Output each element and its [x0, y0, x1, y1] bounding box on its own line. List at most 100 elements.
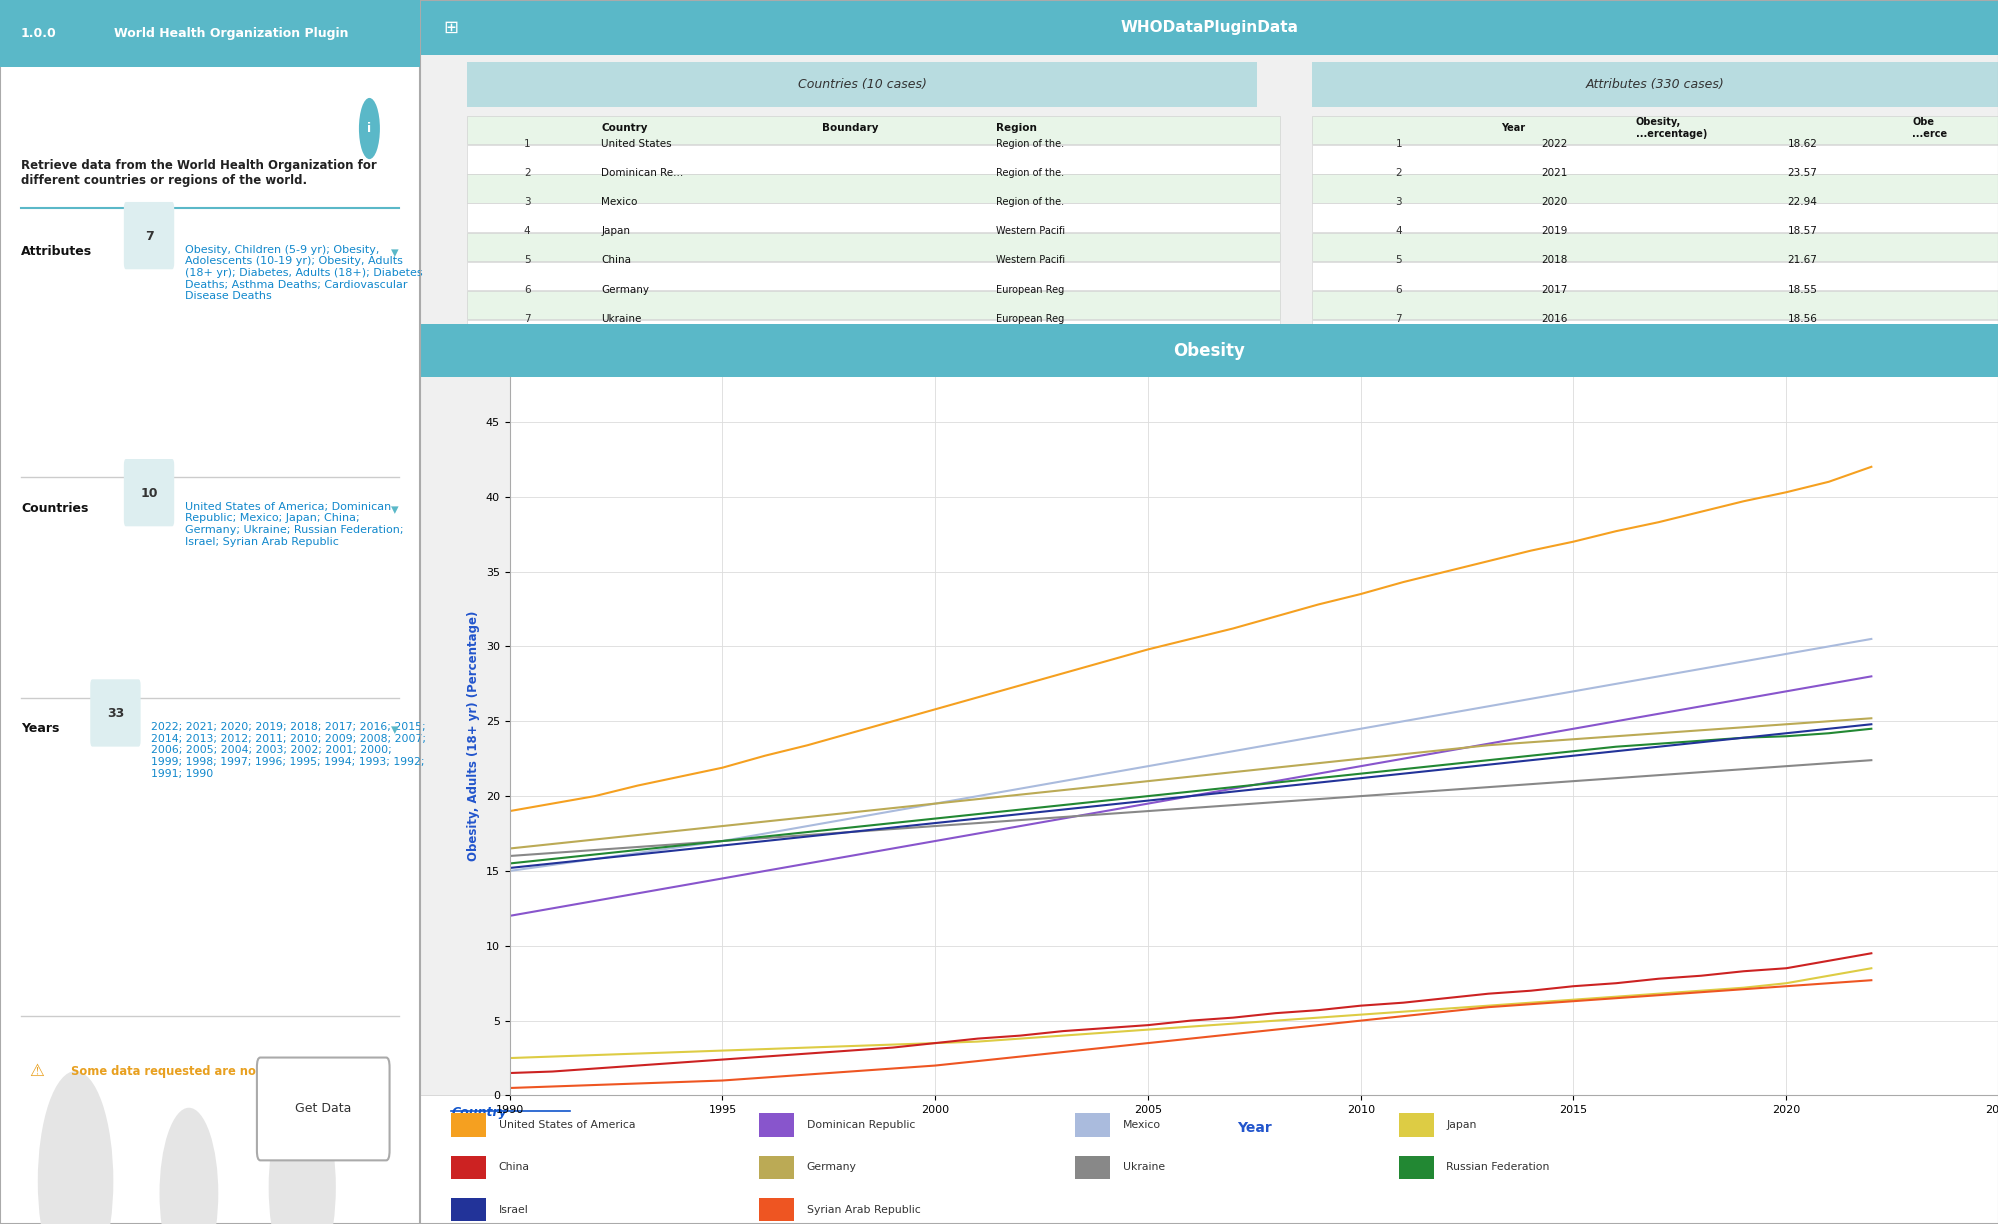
Text: 5: 5	[1395, 256, 1401, 266]
Text: European Reg: European Reg	[995, 313, 1063, 324]
Text: Boundary: Boundary	[821, 124, 879, 133]
Bar	[759, 1155, 793, 1179]
Text: World Health Organization Plugin: World Health Organization Plugin	[114, 27, 348, 40]
Text: 4: 4	[523, 226, 529, 236]
Text: 1.0.0: 1.0.0	[20, 27, 56, 40]
Bar	[452, 1198, 486, 1222]
Bar	[1311, 321, 1998, 349]
Text: 4: 4	[1395, 226, 1401, 236]
Text: Syrian Arab Republic: Syrian Arab Republic	[807, 1204, 919, 1215]
Bar	[468, 174, 1281, 203]
Bar	[1399, 1114, 1433, 1137]
Bar	[1311, 291, 1998, 319]
Text: Region of the.: Region of the.	[995, 197, 1063, 207]
Text: Region: Region	[995, 124, 1037, 133]
Text: Obesity, Children (5-9 yr); Obesity,
Adolescents (10-19 yr); Obesity, Adults
(18: Obesity, Children (5-9 yr); Obesity, Ado…	[184, 245, 422, 301]
Text: Countries (10 cases): Countries (10 cases)	[797, 78, 925, 91]
Text: Country: Country	[601, 124, 647, 133]
Text: 18.56: 18.56	[1786, 313, 1816, 324]
Text: 2022; 2021; 2020; 2019; 2018; 2017; 2016; 2015;
2014; 2013; 2012; 2011; 2010; 20: 2022; 2021; 2020; 2019; 2018; 2017; 2016…	[152, 722, 426, 778]
Circle shape	[160, 1108, 218, 1224]
Text: 2: 2	[1395, 168, 1401, 177]
Text: Germany: Germany	[601, 285, 649, 295]
Text: 18.55: 18.55	[1786, 285, 1816, 295]
Text: ▾: ▾	[390, 502, 398, 517]
Bar	[1075, 1155, 1109, 1179]
Text: European Reg: European Reg	[995, 285, 1063, 295]
Bar	[759, 1114, 793, 1137]
Text: 2021: 2021	[1540, 168, 1566, 177]
Text: 33: 33	[106, 707, 124, 720]
Bar	[468, 203, 1281, 231]
Text: ⚠: ⚠	[30, 1062, 44, 1080]
Text: WHODataPluginData: WHODataPluginData	[1119, 20, 1299, 35]
Text: Obesity,
...ercentage): Obesity, ...ercentage)	[1634, 118, 1706, 138]
Text: Western Pacifi: Western Pacifi	[995, 256, 1065, 266]
Text: 23.57: 23.57	[1786, 168, 1816, 177]
Text: Japan: Japan	[601, 226, 629, 236]
Bar	[1311, 61, 1998, 106]
Text: ⊞: ⊞	[444, 18, 458, 37]
Text: Germany: Germany	[807, 1163, 855, 1173]
Text: United States of America; Dominican
Republic; Mexico; Japan; China;
Germany; Ukr: United States of America; Dominican Repu…	[184, 502, 404, 547]
Text: 2: 2	[523, 168, 529, 177]
Text: China: China	[601, 256, 631, 266]
Text: Get Data: Get Data	[296, 1103, 352, 1115]
FancyBboxPatch shape	[258, 1058, 390, 1160]
Text: Region of the.: Region of the.	[995, 168, 1063, 177]
Text: 18.62: 18.62	[1786, 138, 1816, 148]
Text: 8: 8	[1395, 343, 1401, 353]
Text: 7: 7	[1395, 313, 1401, 324]
Bar	[452, 1114, 486, 1137]
Bar	[468, 144, 1281, 174]
Text: Japan: Japan	[1447, 1120, 1477, 1130]
Text: 2016: 2016	[1540, 313, 1566, 324]
Text: Year: Year	[1500, 124, 1524, 133]
Text: Obesity: Obesity	[1173, 341, 1245, 360]
Text: 1: 1	[1395, 138, 1401, 148]
Bar	[1399, 1155, 1433, 1179]
Text: Mexico: Mexico	[1123, 1120, 1161, 1130]
Y-axis label: Obesity, Adults (18+ yr) (Percentage): Obesity, Adults (18+ yr) (Percentage)	[468, 611, 480, 862]
Circle shape	[360, 98, 380, 159]
Text: 3: 3	[523, 197, 529, 207]
Text: Western Pacifi: Western Pacifi	[995, 226, 1065, 236]
Text: i: i	[368, 122, 372, 135]
Text: 7: 7	[523, 313, 529, 324]
Text: United States: United States	[601, 138, 671, 148]
Bar	[468, 321, 1281, 349]
Bar	[1311, 174, 1998, 203]
Text: ▾: ▾	[390, 245, 398, 259]
FancyBboxPatch shape	[90, 679, 140, 747]
Bar	[452, 1155, 486, 1179]
Bar	[1311, 144, 1998, 174]
Text: European Reg: European Reg	[995, 343, 1063, 353]
Text: 2020: 2020	[1540, 197, 1566, 207]
Text: 7: 7	[144, 230, 154, 242]
Text: 5: 5	[523, 256, 529, 266]
Text: Russian Feder...: Russian Feder...	[601, 343, 683, 353]
Bar	[468, 116, 1281, 144]
Bar	[1075, 1114, 1109, 1137]
Text: 22.94: 22.94	[1786, 197, 1816, 207]
Text: 10: 10	[140, 487, 158, 499]
Text: 2017: 2017	[1540, 285, 1566, 295]
Text: 2015: 2015	[1540, 343, 1566, 353]
Circle shape	[268, 1089, 336, 1224]
Text: Region of the.: Region of the.	[995, 138, 1063, 148]
Bar	[1311, 262, 1998, 290]
Text: Obe
...erce: Obe ...erce	[1912, 118, 1946, 138]
Bar	[468, 262, 1281, 290]
Text: China: China	[500, 1163, 529, 1173]
Circle shape	[38, 1071, 114, 1224]
Bar	[468, 291, 1281, 319]
Text: United States of America: United States of America	[500, 1120, 635, 1130]
FancyBboxPatch shape	[124, 202, 174, 269]
FancyBboxPatch shape	[124, 459, 174, 526]
Bar	[1311, 233, 1998, 261]
Bar	[420, 0, 1998, 55]
Text: ▾: ▾	[390, 722, 398, 737]
Text: Years: Years	[20, 722, 60, 736]
Text: 8: 8	[523, 343, 529, 353]
Text: 2022: 2022	[1540, 138, 1566, 148]
